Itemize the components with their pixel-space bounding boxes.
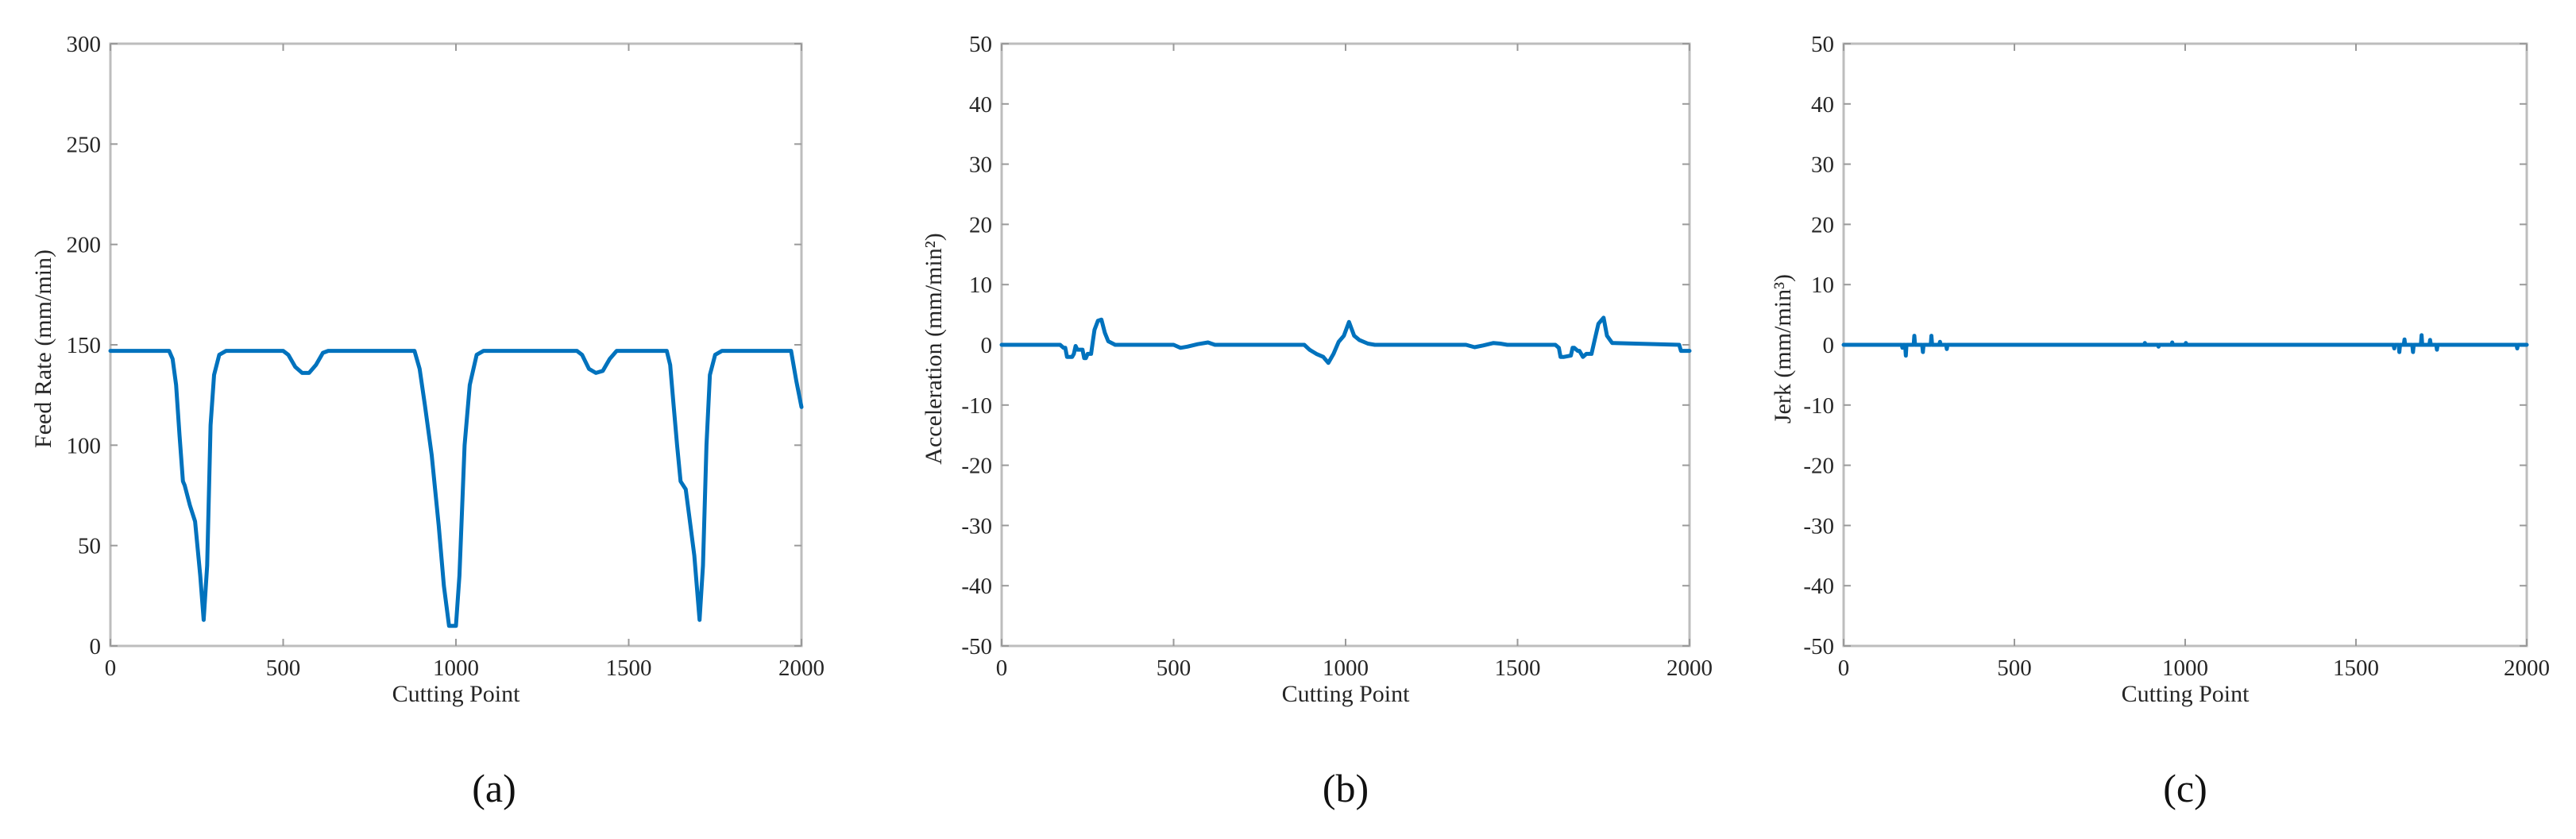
y-tick-label: -40 [961, 574, 992, 599]
y-tick-label: 300 [67, 32, 102, 57]
x-tick-label: 2000 [1666, 655, 1713, 681]
caption-b: (b) [1322, 766, 1369, 810]
x-tick-label: 0 [105, 655, 117, 681]
y-tick-label: 0 [981, 333, 993, 358]
chart-acceleration: 0 500 1000 1500 2000 -50 -40 -30 -20 -10 0 10 20 30 40… [921, 32, 1713, 707]
y-axis-label: Acceleration (mm/min²) [921, 233, 947, 464]
y-tick-label: 40 [969, 92, 992, 118]
x-axis-label: Cutting Point [1282, 681, 1411, 707]
x-tick-label: 2000 [778, 655, 825, 681]
y-tick-label: 50 [78, 534, 101, 559]
y-tick-label: -30 [1803, 513, 1834, 539]
y-tick-label: 20 [1811, 212, 1834, 238]
x-tick-label: 0 [996, 655, 1008, 681]
caption-a: (a) [472, 766, 516, 810]
data-line [999, 315, 1692, 365]
x-tick-label: 1000 [433, 655, 479, 681]
y-tick-label: -30 [961, 513, 992, 539]
x-tick-label: 500 [1157, 655, 1191, 681]
y-tick-label: -40 [1803, 574, 1834, 599]
data-line [108, 349, 804, 628]
axes-box [109, 42, 803, 648]
data-line [1841, 333, 2529, 358]
y-tick-label: -20 [961, 454, 992, 479]
chart-jerk: 0 500 1000 1500 2000 -50 -40 -30 -20 -10 0 10 20 30 40… [1770, 32, 2550, 707]
x-tick-label: 1000 [2162, 655, 2208, 681]
x-tick-label: 1500 [2333, 655, 2379, 681]
y-tick-label: 200 [67, 233, 102, 258]
y-tick-label: 0 [1823, 333, 1835, 358]
x-tick-label: 500 [266, 655, 301, 681]
x-tick-label: 500 [1997, 655, 2032, 681]
y-axis-label: Feed Rate (mm/min) [30, 249, 56, 448]
y-tick-label: -10 [1803, 393, 1834, 419]
caption-c: (c) [2163, 766, 2207, 810]
y-tick-label: -10 [961, 393, 992, 419]
y-tick-label: 10 [969, 273, 992, 298]
y-tick-label: -20 [1803, 454, 1834, 479]
x-tick-label: 1000 [1323, 655, 1369, 681]
x-axis-label: Cutting Point [392, 681, 521, 707]
y-tick-label: 20 [969, 212, 992, 238]
y-tick-label: 40 [1811, 92, 1834, 118]
x-axis-label: Cutting Point [2122, 681, 2250, 707]
y-tick-label: -50 [1803, 634, 1834, 659]
axes-box [1000, 42, 1691, 648]
y-tick-label: 250 [67, 132, 102, 157]
y-tick-label: 30 [1811, 153, 1834, 178]
x-tick-label: 0 [1838, 655, 1850, 681]
y-tick-label: 30 [969, 153, 992, 178]
y-tick-label: 50 [1811, 32, 1834, 57]
y-tick-label: 150 [67, 333, 102, 358]
y-tick-label: 100 [67, 433, 102, 458]
y-axis-label: Jerk (mm/min³) [1770, 274, 1796, 423]
x-tick-label: 2000 [2504, 655, 2550, 681]
chart-feed-rate: 0 500 1000 1500 2000 0 50 100 150 200 250 300 Cuttin… [30, 32, 825, 707]
x-tick-label: 1500 [1495, 655, 1541, 681]
y-tick-label: 0 [90, 634, 102, 659]
x-tick-label: 1500 [606, 655, 652, 681]
y-tick-label: 50 [969, 32, 992, 57]
y-tick-label: 10 [1811, 273, 1834, 298]
y-tick-label: -50 [961, 634, 992, 659]
